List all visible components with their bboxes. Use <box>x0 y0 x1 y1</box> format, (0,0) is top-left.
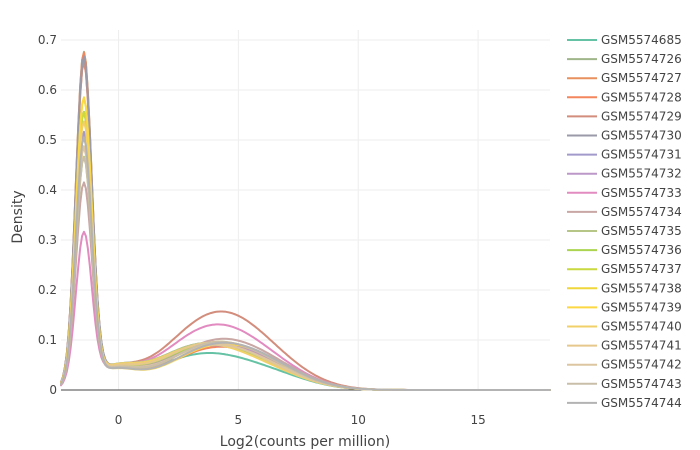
series-line <box>60 146 551 391</box>
grid-lines <box>61 30 550 391</box>
legend-label[interactable]: GSM5574732 <box>601 167 682 181</box>
y-tick-label: 0.3 <box>38 233 57 247</box>
legend-label[interactable]: GSM5574730 <box>601 129 682 143</box>
series-line <box>60 110 551 391</box>
legend-label[interactable]: GSM5574726 <box>601 52 682 66</box>
legend-label[interactable]: GSM5574740 <box>601 320 682 334</box>
x-tick-label: 15 <box>470 413 485 427</box>
series-line <box>60 155 551 391</box>
x-tick-label: 5 <box>235 413 243 427</box>
x-tick-label: 0 <box>115 413 123 427</box>
legend-label[interactable]: GSM5574727 <box>601 71 682 85</box>
series-line <box>60 130 551 391</box>
series-line <box>60 145 551 391</box>
series-line <box>60 136 551 391</box>
legend-label[interactable]: GSM5574736 <box>601 243 682 257</box>
legend-label[interactable]: GSM5574731 <box>601 148 682 162</box>
series-line <box>60 136 551 391</box>
legend-label[interactable]: GSM5574734 <box>601 205 682 219</box>
series-line <box>60 96 551 391</box>
series-line <box>60 145 551 391</box>
x-axis-title: Log2(counts per million) <box>220 434 390 450</box>
legend-label[interactable]: GSM5574738 <box>601 281 682 295</box>
legend-label[interactable]: GSM5574685 <box>601 33 682 47</box>
legend-label[interactable]: GSM5574728 <box>601 90 682 104</box>
legend-label[interactable]: GSM5574729 <box>601 109 682 123</box>
legend-label[interactable]: GSM5574743 <box>601 377 682 391</box>
y-tick-label: 0.5 <box>38 133 57 147</box>
series-line <box>60 61 551 391</box>
legend-label[interactable]: GSM5574742 <box>601 358 682 372</box>
y-tick-label: 0.1 <box>38 333 57 347</box>
series-line <box>60 50 551 391</box>
series-lines <box>60 50 551 391</box>
series-line <box>60 120 551 391</box>
x-tick-label: 10 <box>351 413 366 427</box>
y-tick-label: 0.4 <box>38 183 57 197</box>
y-axis-title: Density <box>10 190 26 243</box>
series-line <box>60 111 551 391</box>
legend-label[interactable]: GSM5574741 <box>601 339 682 353</box>
legend-label[interactable]: GSM5574744 <box>601 396 682 410</box>
series-line <box>60 51 551 391</box>
y-tick-label: 0.7 <box>38 33 57 47</box>
y-tick-label: 0 <box>49 383 57 397</box>
legend-label[interactable]: GSM5574733 <box>601 186 682 200</box>
legend-label[interactable]: GSM5574735 <box>601 224 682 238</box>
series-line <box>60 181 551 391</box>
series-line <box>60 156 551 391</box>
axis-ticks: 0 5 10 15 0 0.1 0.2 0.3 0.4 0.5 0.6 0.7 <box>38 33 486 427</box>
series-line <box>60 96 551 391</box>
y-tick-label: 0.2 <box>38 283 57 297</box>
series-line <box>60 60 551 391</box>
y-tick-label: 0.6 <box>38 83 57 97</box>
legend-label[interactable]: GSM5574739 <box>601 300 682 314</box>
legend: GSM5574685 GSM5574726 GSM5574727 GSM5574728… <box>567 33 682 410</box>
legend-label[interactable]: GSM5574737 <box>601 262 682 276</box>
